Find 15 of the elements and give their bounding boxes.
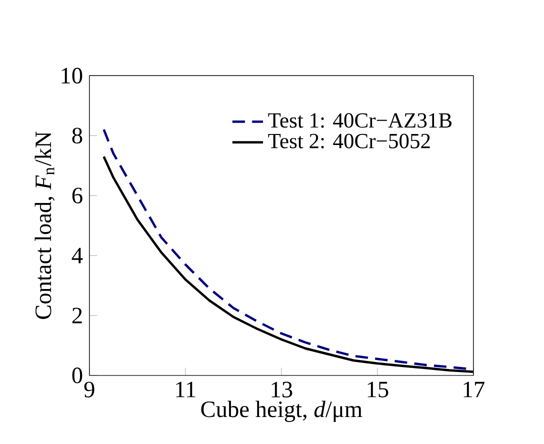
legend-label: Test 1: 40Cr−AZ31B [268,112,452,128]
x-tick-label: 13 [272,382,292,398]
y-axis-title: Contact load, F$_{n}$/kN [34,131,55,319]
x-tick-label: 9 [84,382,94,398]
y-tick-label: 2 [72,308,82,324]
y-tick-label: 8 [72,128,82,144]
y-tick-label: 0 [72,367,82,384]
x-tick-label: 15 [368,382,388,398]
y-tick-label: 6 [72,188,82,204]
y-tick-label: 10 [62,68,82,84]
legend-label: Test 2: 40Cr−5052 [268,134,430,148]
x-tick-label: 17 [464,382,484,397]
y-tick-label: 4 [72,248,83,264]
x-axis-title: Cube heigt, d/μm [201,400,362,422]
x-tick-label: 11 [176,382,196,397]
